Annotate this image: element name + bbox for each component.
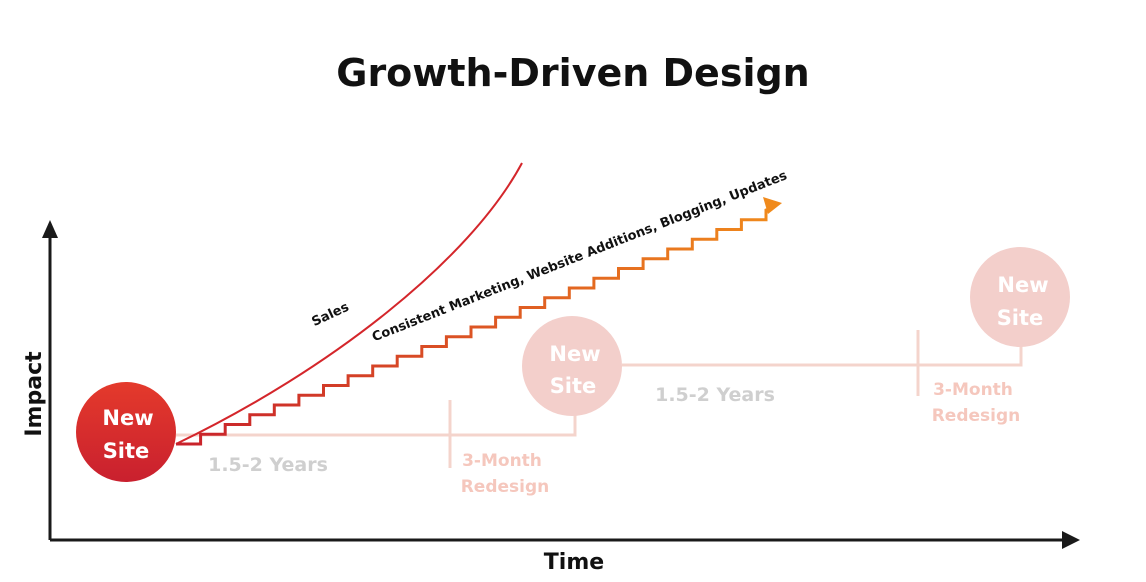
new-site-circle bbox=[970, 247, 1070, 347]
bubble-label-line2: Site bbox=[997, 306, 1044, 330]
redesign-label-1-line2: Redesign bbox=[461, 477, 550, 497]
span-label-1: 1.5-2 Years bbox=[208, 454, 328, 476]
sales-curve bbox=[175, 162, 523, 445]
axes: Impact Time bbox=[22, 220, 1080, 575]
traditional-redesign-timeline: 1.5-2 Years 1.5-2 Years 3-Month Redesign… bbox=[176, 330, 1023, 497]
faded-connector-1 bbox=[176, 412, 577, 437]
new-site-circle bbox=[522, 316, 622, 416]
bubble-label-line2: Site bbox=[103, 439, 150, 463]
span-label-2: 1.5-2 Years bbox=[655, 384, 775, 406]
faded-connector-2 bbox=[622, 344, 1023, 367]
growth-staircase bbox=[176, 197, 782, 446]
bubble-label-line1: New bbox=[549, 342, 600, 366]
redesign-label-2-line2: Redesign bbox=[932, 406, 1021, 426]
redesign-label-1-line1: 3-Month bbox=[462, 451, 542, 471]
growth-staircase-line bbox=[176, 205, 775, 446]
redesign-label-2-line1: 3-Month bbox=[933, 380, 1013, 400]
bubble-label-line1: New bbox=[997, 273, 1048, 297]
staircase-arrowhead bbox=[763, 197, 782, 214]
new-site-bubble-initial: New Site bbox=[76, 382, 176, 482]
diagram-title: Growth-Driven Design bbox=[336, 51, 809, 95]
y-axis-arrowhead bbox=[42, 220, 58, 238]
bubble-label-line1: New bbox=[102, 406, 153, 430]
y-axis-label: Impact bbox=[22, 351, 47, 437]
new-site-bubble-third: New Site bbox=[970, 247, 1070, 347]
new-site-circle bbox=[76, 382, 176, 482]
x-axis-label: Time bbox=[544, 550, 604, 575]
bubble-label-line2: Site bbox=[550, 374, 597, 398]
sales-curve-label: Sales bbox=[310, 300, 352, 330]
new-site-bubble-second: New Site bbox=[522, 316, 622, 416]
x-axis-arrowhead bbox=[1062, 531, 1080, 549]
